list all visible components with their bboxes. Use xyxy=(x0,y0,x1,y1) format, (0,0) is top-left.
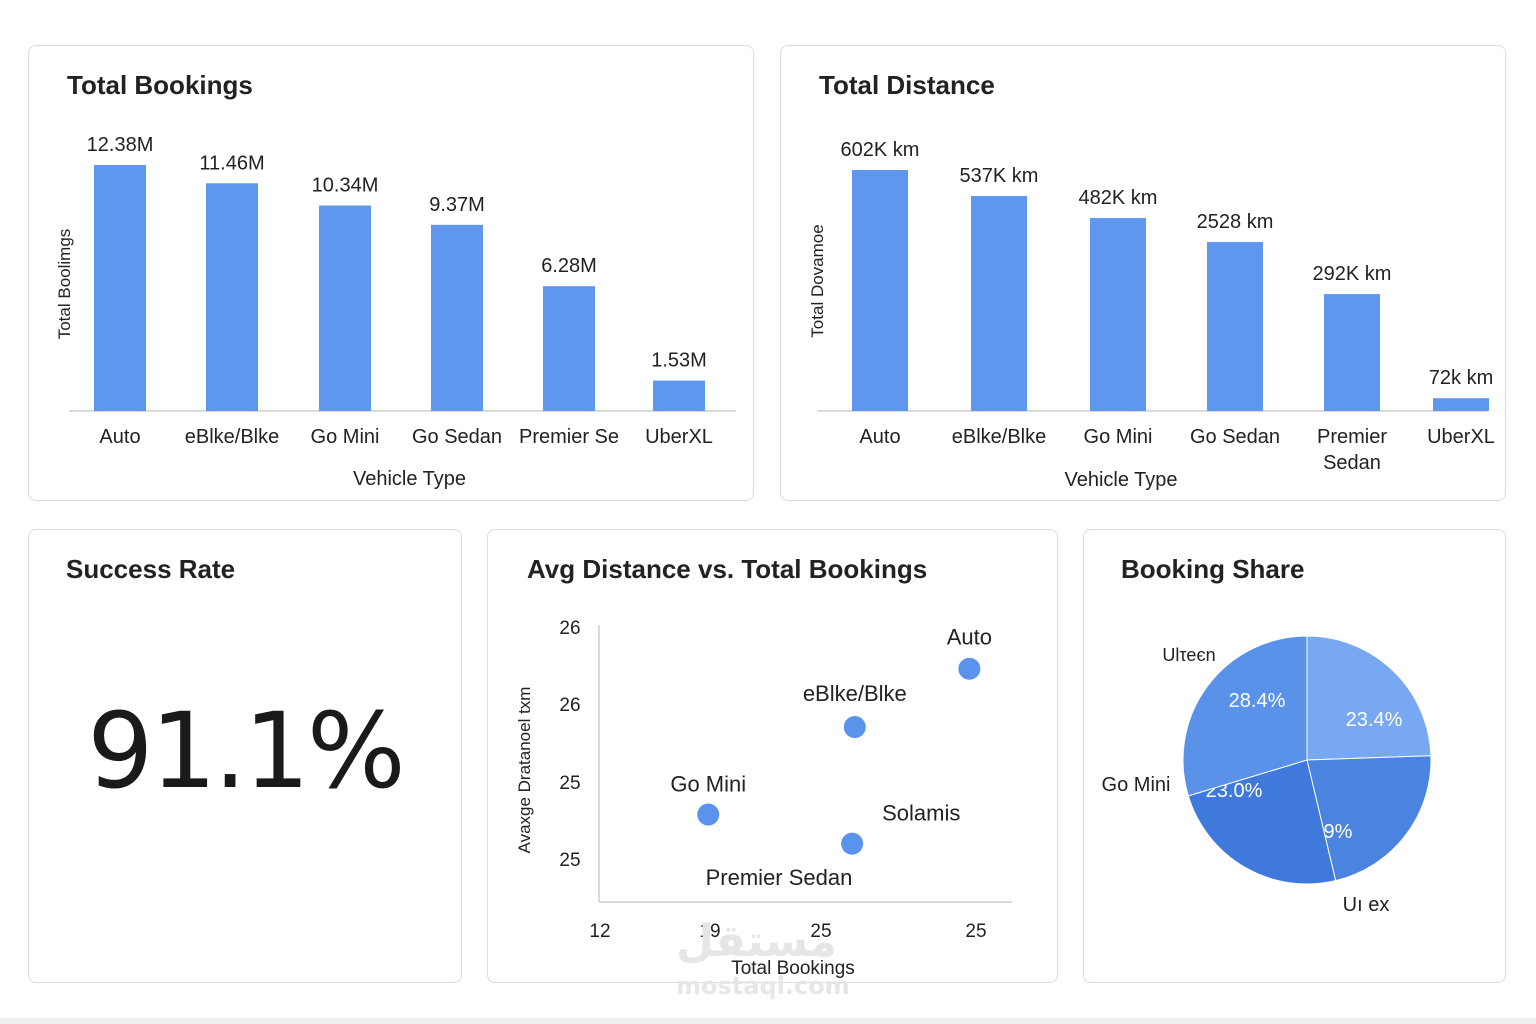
x-axis-title: Vehicle Type xyxy=(353,468,466,490)
pie-percent-label: 23.4% xyxy=(1346,709,1403,731)
bottom-divider xyxy=(0,1018,1536,1024)
bar xyxy=(1433,398,1489,411)
bar xyxy=(1324,294,1380,411)
scatter-chart: 26 26 25 25 12 19 25 25 Auto eBlke/Blke Go Mini Sol… xyxy=(515,618,1012,979)
category-label: Auto xyxy=(859,426,900,448)
y-tick-label: 25 xyxy=(559,850,580,871)
booking-share-card: Booking Share 23.4%20.9%23.0%28.4%Ulτeєn… xyxy=(1083,529,1506,983)
bar-value-label: 1.53M xyxy=(651,350,707,372)
x-axis-title: Total Bookings xyxy=(731,958,855,979)
scatter-title: Avg Distance vs. Total Bookings xyxy=(527,554,928,584)
y-tick-label: 25 xyxy=(559,773,580,794)
bar xyxy=(1207,242,1263,411)
pie-percent-label: 28.4% xyxy=(1229,690,1286,712)
y-axis-title: Avaxge Dratanoel txm xyxy=(515,687,534,854)
category-label: Go Mini xyxy=(1084,426,1153,448)
category-label: eBlke/Blke xyxy=(185,426,280,448)
scatter-point xyxy=(958,657,981,680)
bar-value-label: 6.28M xyxy=(541,255,597,277)
point-label: Auto xyxy=(947,625,992,650)
pie-slice-label: Go Mini xyxy=(1102,774,1171,796)
x-tick-label: 12 xyxy=(589,921,610,942)
bar xyxy=(653,380,705,411)
bar xyxy=(431,224,483,411)
point-label: eBlke/Blke xyxy=(803,681,907,706)
category-label: Premier Se xyxy=(519,426,619,448)
total-distance-title: Total Distance xyxy=(819,70,995,100)
bar-value-label: 72k km xyxy=(1429,367,1493,389)
category-label: Auto xyxy=(99,426,140,448)
bar-value-label: 292K km xyxy=(1313,263,1392,285)
pie-slice-label: Ulτeєn xyxy=(1162,645,1215,665)
pie-slice-label: Uı ex xyxy=(1343,894,1390,916)
scatter-point xyxy=(697,803,720,826)
bar xyxy=(543,286,595,411)
bar-value-label: 602K km xyxy=(841,139,920,161)
bar-value-label: 9.37M xyxy=(429,194,485,216)
category-label: eBlke/Blke xyxy=(952,426,1047,448)
bar xyxy=(94,165,146,411)
total-bookings-title: Total Bookings xyxy=(67,70,253,100)
success-rate-title: Success Rate xyxy=(66,554,236,584)
x-tick-label: 25 xyxy=(810,921,831,942)
x-tick-label: 19 xyxy=(699,921,720,942)
category-label: UberXL xyxy=(645,426,713,448)
y-tick-label: 26 xyxy=(559,618,580,639)
pie-slice xyxy=(1306,635,1432,761)
success-rate-card: Success Rate 91.1% xyxy=(28,529,462,983)
x-axis-title: Vehicle Type xyxy=(1064,469,1177,491)
bar xyxy=(852,170,908,411)
bar-value-label: 482K km xyxy=(1079,187,1158,209)
point-label: Premier Sedan xyxy=(706,865,853,890)
total-distance-card: Total Distance 602K km Auto 537K km eBlke/B… xyxy=(780,45,1506,501)
bar xyxy=(971,196,1027,411)
category-label: Go Sedan xyxy=(1190,426,1280,448)
bar xyxy=(206,183,258,411)
scatter-point xyxy=(841,832,864,855)
scatter-card: Avg Distance vs. Total Bookings 26 26 25 25… xyxy=(487,529,1058,983)
category-label: Go Sedan xyxy=(412,426,502,448)
bar-value-label: 10.34M xyxy=(312,175,379,197)
point-label: Solamis xyxy=(882,801,960,826)
pie-slice xyxy=(1187,759,1337,885)
scatter-point xyxy=(843,716,866,739)
x-tick-label: 25 xyxy=(965,921,986,942)
y-axis-title: Total Dovamoe xyxy=(808,224,827,337)
total-distance-chart: 602K km Auto 537K km eBlke/Blke 482K km Go Mi… xyxy=(808,139,1495,491)
bar-value-label: 2528 km xyxy=(1197,211,1274,233)
booking-share-title: Booking Share xyxy=(1121,554,1305,584)
bar xyxy=(319,205,371,411)
category-label: Premier Sedan xyxy=(1317,426,1387,474)
bar-value-label: 12.38M xyxy=(87,134,154,156)
bar xyxy=(1090,218,1146,411)
pie-slice xyxy=(1306,755,1432,882)
bar-value-label: 11.46M xyxy=(199,152,264,174)
success-rate-value: 91.1% xyxy=(87,690,405,812)
total-bookings-chart: 12.38M Auto 11.46M eBlke/Blke 10.34M Go Mini 9… xyxy=(55,134,736,490)
category-label: Go Mini xyxy=(311,426,380,448)
watermark-text: mostaql.com xyxy=(676,972,850,1000)
point-label: Go Mini xyxy=(670,772,746,797)
bar-value-label: 537K km xyxy=(960,165,1039,187)
y-axis-title: Total Boolimgs xyxy=(55,229,74,340)
pie-slice xyxy=(1182,635,1308,797)
y-tick-label: 26 xyxy=(559,695,580,716)
total-bookings-card: Total Bookings 12.38M Auto 11.46M eBlke/Blk… xyxy=(28,45,754,501)
watermark-logo: مستقل xyxy=(676,916,837,967)
category-label: UberXL xyxy=(1427,426,1495,448)
